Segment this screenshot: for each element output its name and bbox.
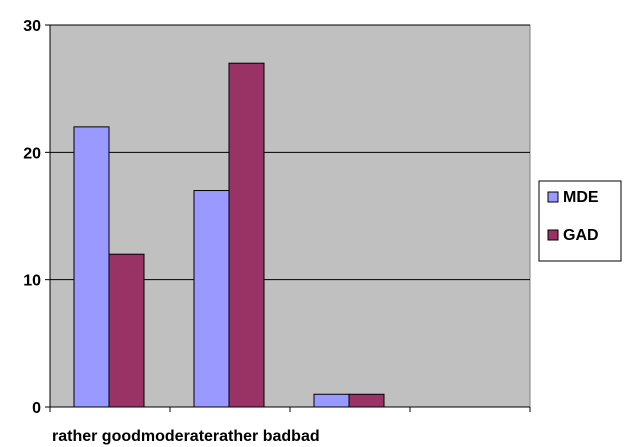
- legend-swatch-gad: [547, 229, 559, 241]
- x-category-labels: rather goodmoderaterather badbad: [52, 428, 320, 445]
- y-tick-label-0: 0: [32, 400, 41, 417]
- x-category-labels-text: rather goodmoderaterather badbad: [52, 428, 320, 445]
- bar-mde-2: [313, 393, 350, 408]
- y-tick-label-1: 10: [23, 273, 41, 290]
- bar-gad-1: [228, 62, 265, 408]
- x-category-label-0: rather good: [52, 428, 141, 445]
- bar-mde-0: [73, 126, 110, 408]
- legend: MDE GAD: [538, 180, 622, 262]
- bars-group: [73, 62, 385, 408]
- y-tick-label-2: 20: [23, 145, 41, 162]
- y-tick-label-3: 30: [23, 18, 41, 35]
- x-category-label-2: rather bad: [213, 428, 291, 445]
- bar-gad-2: [348, 393, 385, 408]
- bar-gad-0: [108, 253, 145, 408]
- bar-mde-1: [193, 190, 230, 408]
- legend-label-mde: MDE: [563, 189, 599, 206]
- y-tick-labels: 0 10 20 30: [23, 18, 41, 417]
- x-category-label-1: moderate: [141, 428, 213, 445]
- axes-group: [45, 24, 531, 412]
- legend-label-gad: GAD: [563, 227, 599, 244]
- x-category-label-3: bad: [291, 428, 319, 445]
- legend-swatch-mde: [547, 191, 559, 203]
